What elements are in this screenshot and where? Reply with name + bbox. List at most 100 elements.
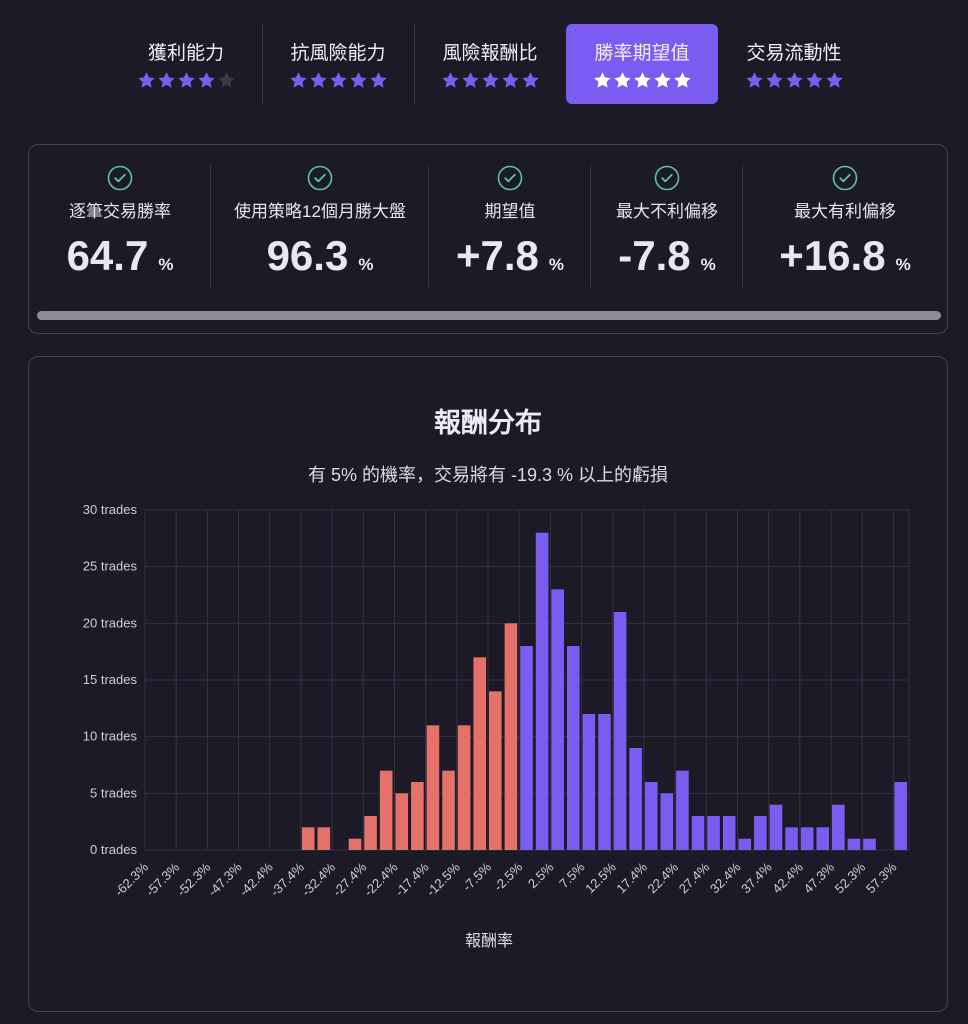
star-icon bbox=[521, 72, 539, 88]
bar bbox=[411, 782, 424, 850]
tab-5[interactable]: 交易流動性 bbox=[718, 24, 870, 104]
tab-label: 抗風險能力 bbox=[290, 43, 386, 64]
stat-value: +16.8% bbox=[779, 232, 910, 280]
star-icon bbox=[461, 72, 479, 88]
bar bbox=[426, 725, 440, 850]
star-rating bbox=[593, 71, 692, 90]
stat-item: 最大不利偏移 -7.8% bbox=[591, 165, 743, 287]
tab-4[interactable]: 勝率期望值 bbox=[566, 24, 718, 104]
stat-unit: % bbox=[358, 255, 374, 274]
tab-1[interactable]: 獲利能力 bbox=[110, 24, 263, 104]
star-icon bbox=[785, 72, 803, 88]
stat-item: 逐筆交易勝率 64.7% bbox=[29, 165, 211, 287]
stat-label: 期望值 bbox=[484, 202, 536, 221]
bar bbox=[598, 714, 611, 850]
stat-unit: % bbox=[548, 255, 565, 274]
x-tick-label: 12.5% bbox=[582, 859, 619, 896]
stat-unit: % bbox=[158, 255, 174, 274]
star-icon bbox=[369, 72, 387, 88]
bar bbox=[816, 827, 830, 850]
bar bbox=[582, 714, 596, 850]
stat-number: +16.8 bbox=[779, 232, 886, 279]
x-tick-label: 57.3% bbox=[863, 859, 900, 896]
tab-3[interactable]: 風險報酬比 bbox=[414, 24, 566, 104]
star-icon bbox=[765, 72, 783, 88]
x-tick-label: -17.4% bbox=[392, 859, 432, 899]
bar bbox=[504, 623, 518, 850]
stat-label: 使用策略12個月勝大盤 bbox=[234, 202, 406, 221]
star-icon bbox=[673, 72, 691, 88]
bar bbox=[551, 589, 564, 850]
bar bbox=[769, 804, 783, 850]
bar bbox=[754, 816, 767, 850]
check-circle-icon bbox=[497, 165, 523, 191]
x-axis-label: 報酬率 bbox=[465, 932, 513, 950]
horizontal-scrollbar[interactable] bbox=[37, 311, 941, 320]
bar bbox=[613, 612, 627, 850]
star-icon bbox=[825, 72, 843, 88]
bar bbox=[317, 827, 331, 850]
chart-subtitle: 有 5% 的機率，交易將有 -19.3 % 以上的虧損 bbox=[307, 465, 669, 485]
x-tick-label: 37.4% bbox=[738, 859, 775, 896]
stat-item: 最大有利偏移 +16.8% bbox=[743, 165, 947, 287]
x-tick-label: 17.4% bbox=[613, 859, 650, 896]
star-icon bbox=[157, 72, 175, 88]
check-circle-icon bbox=[832, 165, 858, 191]
tab-label: 獲利能力 bbox=[147, 43, 224, 64]
stat-value: 96.3% bbox=[267, 232, 374, 280]
stat-label: 最大有利偏移 bbox=[794, 202, 896, 221]
stat-unit: % bbox=[700, 255, 716, 274]
stat-value: +7.8% bbox=[456, 232, 564, 280]
tab-label: 風險報酬比 bbox=[442, 43, 538, 64]
x-tick-label: -22.4% bbox=[361, 859, 401, 899]
tab-label: 勝率期望值 bbox=[594, 43, 690, 64]
star-rating bbox=[137, 71, 236, 90]
y-tick-label: 5 trades bbox=[90, 785, 137, 800]
stat-number: 64.7 bbox=[66, 232, 149, 279]
x-tick-label: -52.3% bbox=[174, 859, 214, 899]
return-distribution-chart: 0 trades 5 trades 10 trades 15 trades 20 tra… bbox=[83, 502, 910, 950]
check-circle-icon bbox=[107, 165, 133, 191]
star-icon bbox=[745, 72, 763, 88]
stat-value: -7.8% bbox=[618, 232, 716, 280]
bar bbox=[660, 793, 674, 850]
x-tick-label: -32.4% bbox=[298, 859, 338, 899]
y-tick-label: 20 trades bbox=[83, 615, 138, 630]
y-tick-label: 30 trades bbox=[83, 502, 138, 517]
bar bbox=[520, 646, 533, 850]
star-rating bbox=[441, 71, 540, 90]
star-icon bbox=[177, 72, 195, 88]
bar bbox=[473, 657, 487, 850]
x-tick-label: -37.4% bbox=[267, 859, 307, 899]
x-tick-label: 22.4% bbox=[645, 859, 682, 896]
x-tick-label: 32.4% bbox=[707, 859, 744, 896]
bar bbox=[644, 782, 658, 850]
check-circle-icon bbox=[654, 165, 680, 191]
stat-item: 使用策略12個月勝大盤 96.3% bbox=[211, 165, 429, 287]
bar bbox=[863, 838, 876, 850]
y-tick-label: 15 trades bbox=[83, 672, 138, 687]
x-tick-label: 52.3% bbox=[832, 859, 869, 896]
tab-2[interactable]: 抗風險能力 bbox=[262, 24, 415, 104]
stat-label: 逐筆交易勝率 bbox=[69, 202, 171, 221]
star-icon bbox=[137, 72, 155, 88]
stats-card: 逐筆交易勝率 64.7% 使用策略12個月勝大盤 96.3% 期望值 +7.8% 最大不利偏… bbox=[28, 144, 948, 334]
bar bbox=[489, 691, 502, 850]
star-icon bbox=[329, 72, 347, 88]
x-tick-label: -62.3% bbox=[111, 859, 151, 899]
x-tick-label: 27.4% bbox=[676, 859, 713, 896]
tab-label: 交易流動性 bbox=[746, 43, 842, 64]
stat-value: 64.7% bbox=[67, 232, 174, 280]
star-rating bbox=[289, 71, 388, 90]
x-tick-label: 47.3% bbox=[800, 859, 837, 896]
x-tick-label: -2.5% bbox=[491, 859, 526, 894]
star-icon bbox=[613, 72, 631, 88]
check-circle-icon bbox=[307, 165, 333, 191]
bar bbox=[785, 827, 798, 850]
x-tick-label: -7.5% bbox=[460, 859, 495, 894]
bar bbox=[800, 827, 814, 850]
star-icon bbox=[217, 72, 235, 88]
bar bbox=[722, 816, 736, 850]
star-rating bbox=[745, 71, 844, 90]
bar bbox=[348, 838, 362, 850]
